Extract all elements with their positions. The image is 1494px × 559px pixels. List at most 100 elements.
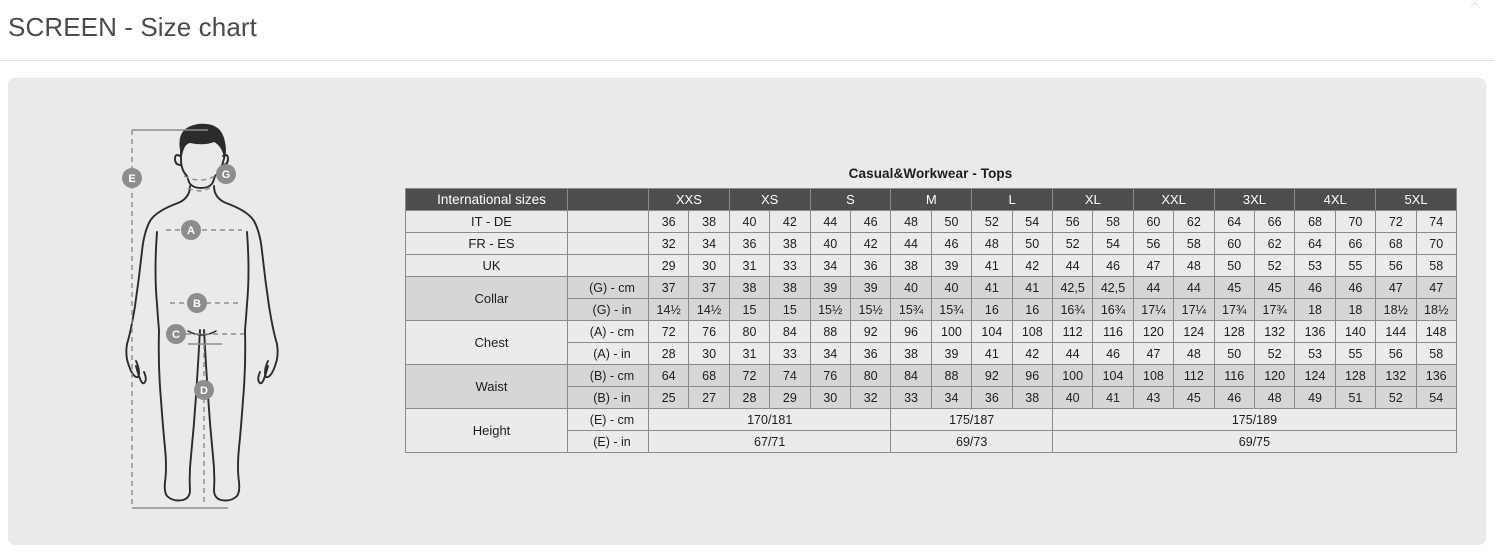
table-cell: 112 — [1051, 320, 1094, 343]
marker-g: G — [216, 164, 236, 184]
table-cell: 40 — [728, 210, 771, 233]
row-label: Collar — [405, 276, 568, 321]
table-cell: 68 — [688, 364, 730, 387]
table-row: Waist (B) - cm 64 68 72 74 76 80 84 88 92 96 100 104 1… — [405, 364, 1457, 409]
table-cell: 74 — [1415, 210, 1457, 233]
table-cell: 25 — [647, 386, 690, 409]
table-cell: 38 — [728, 276, 771, 299]
table-cell: 15¾ — [890, 298, 932, 321]
svg-text:D: D — [200, 385, 208, 397]
size-table-body: IT - DE 36 38 40 42 44 46 48 50 52 54 56 58 60 62 64 66 6… — [405, 210, 1457, 453]
table-cell: 48 — [971, 232, 1013, 255]
table-cell: 17¼ — [1173, 298, 1215, 321]
table-cell: 17¼ — [1132, 298, 1175, 321]
header-size-xxl: XXL — [1132, 188, 1215, 211]
table-cell: 31 — [728, 342, 771, 365]
table-cell: 17¾ — [1213, 298, 1255, 321]
table-cell: 39 — [849, 276, 892, 299]
table-cell: 32 — [849, 386, 892, 409]
table-cell: 47 — [1132, 254, 1175, 277]
table-cell: 51 — [1334, 386, 1377, 409]
table-row: IT - DE 36 38 40 42 44 46 48 50 52 54 56 58 60 62 64 66 6… — [405, 210, 1457, 233]
table-cell: 37 — [688, 276, 730, 299]
table-cell: 36 — [849, 342, 892, 365]
table-cell: 54 — [1415, 386, 1457, 409]
table-row: UK 29 30 31 33 34 36 38 39 41 42 44 46 47 48 50 52 53 55 56… — [405, 254, 1457, 277]
size-chart-panel: E G A B C D Casual& — [8, 78, 1486, 545]
table-cell: 40 — [809, 232, 851, 255]
header-size-m: M — [890, 188, 973, 211]
table-cell: 53 — [1294, 254, 1336, 277]
table-cell: 64 — [647, 364, 690, 387]
page-title: SCREEN - Size chart — [8, 12, 257, 42]
table-cell: 28 — [728, 386, 771, 409]
table-cell: 39 — [930, 342, 973, 365]
close-icon[interactable]: ✕ — [1467, 0, 1483, 13]
table-cell: 96 — [1011, 364, 1053, 387]
table-cell: 15½ — [849, 298, 892, 321]
table-cell: 18 — [1334, 298, 1377, 321]
table-cell: 39 — [809, 276, 851, 299]
table-cell: 38 — [769, 276, 811, 299]
table-cell: 53 — [1294, 342, 1336, 365]
table-cell: 54 — [1011, 210, 1053, 233]
table-cell: 132 — [1375, 364, 1417, 387]
table-cell: 46 — [1294, 276, 1336, 299]
table-cell: 42 — [1011, 342, 1053, 365]
table-cell: 55 — [1334, 254, 1377, 277]
table-cell: 45 — [1213, 276, 1255, 299]
table-cell: 48 — [1253, 386, 1296, 409]
table-cell: 47 — [1375, 276, 1417, 299]
modal-header: SCREEN - Size chart ✕ — [0, 0, 1494, 61]
table-cell: 18½ — [1375, 298, 1417, 321]
table-cell: 48 — [1173, 342, 1215, 365]
table-cell: 33 — [769, 254, 811, 277]
table-cell: 104 — [1092, 364, 1134, 387]
table-cell: 34 — [688, 232, 730, 255]
table-cell: 36 — [849, 254, 892, 277]
table-cell-span: 170/181 — [647, 408, 892, 431]
table-cell: 70 — [1415, 232, 1457, 255]
row-label: Height — [405, 408, 568, 453]
table-cell: 100 — [1051, 364, 1094, 387]
table-cell: 112 — [1173, 364, 1215, 387]
row-sublabel: (G) - in — [567, 298, 649, 321]
table-cell: 56 — [1375, 342, 1417, 365]
table-cell-span: 175/189 — [1051, 408, 1457, 431]
table-row: (E) - in 67/71 69/73 69/75 — [406, 430, 1457, 453]
table-cell: 120 — [1132, 320, 1175, 343]
table-cell: 72 — [728, 364, 771, 387]
table-cell: 52 — [1253, 342, 1296, 365]
table-cell: 48 — [1173, 254, 1215, 277]
table-cell: 29 — [769, 386, 811, 409]
header-size-xxs: XXS — [648, 188, 730, 211]
table-cell: 72 — [647, 320, 690, 343]
table-cell: 55 — [1334, 342, 1377, 365]
table-cell: 33 — [890, 386, 932, 409]
table-cell: 108 — [1132, 364, 1175, 387]
row-label: FR - ES — [405, 232, 568, 255]
table-cell: 136 — [1294, 320, 1336, 343]
table-cell: 45 — [1253, 276, 1296, 299]
svg-text:B: B — [193, 298, 201, 310]
table-cell: 44 — [1051, 254, 1094, 277]
marker-e: E — [122, 168, 142, 188]
body-figure-svg: E G A B C D — [122, 123, 279, 509]
table-cell: 41 — [971, 276, 1013, 299]
table-cell: 132 — [1253, 320, 1296, 343]
table-cell: 68 — [1294, 210, 1336, 233]
table-header-row: International sizes XXS XS S M L XL XXL 3XL 4XL 5X… — [405, 188, 1457, 211]
header-measure-unit — [567, 188, 649, 211]
table-cell: 116 — [1092, 320, 1134, 343]
table-cell: 56 — [1051, 210, 1094, 233]
table-cell: 42 — [769, 210, 811, 233]
table-cell: 72 — [1375, 210, 1417, 233]
table-cell: 46 — [1213, 386, 1255, 409]
table-cell-span: 69/73 — [890, 430, 1053, 453]
row-label: Waist — [405, 364, 568, 409]
table-cell: 46 — [1092, 254, 1134, 277]
table-cell: 128 — [1334, 364, 1377, 387]
table-cell: 37 — [647, 276, 690, 299]
table-cell: 44 — [890, 232, 932, 255]
table-cell: 76 — [809, 364, 851, 387]
